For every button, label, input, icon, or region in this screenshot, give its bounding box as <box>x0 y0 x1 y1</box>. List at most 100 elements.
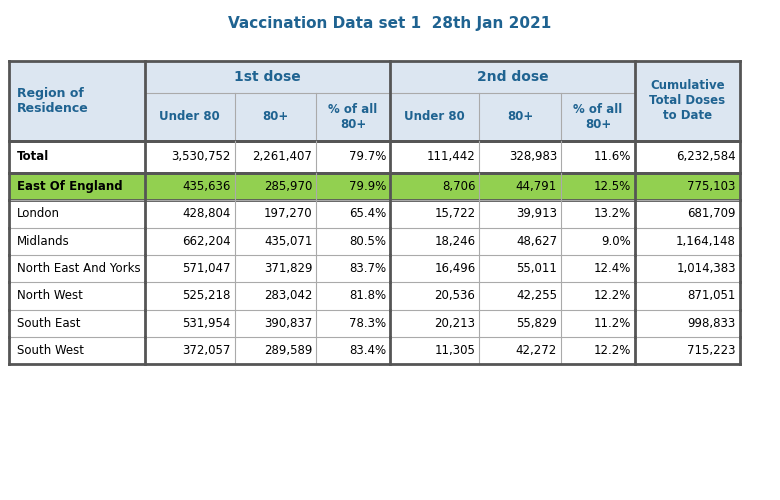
Bar <box>561 282 635 310</box>
Bar <box>390 228 480 255</box>
Text: Under 80: Under 80 <box>404 110 465 124</box>
Text: 1,014,383: 1,014,383 <box>676 262 736 275</box>
Text: 80+: 80+ <box>262 110 289 124</box>
Text: Midlands: Midlands <box>17 235 69 248</box>
Text: Region of
Residence: Region of Residence <box>17 87 89 115</box>
Text: 2nd dose: 2nd dose <box>477 70 548 84</box>
Text: 197,270: 197,270 <box>264 208 312 220</box>
Bar <box>635 255 739 282</box>
Bar <box>480 173 561 201</box>
Bar <box>145 173 235 201</box>
Text: 15,722: 15,722 <box>434 208 476 220</box>
Bar <box>235 140 316 173</box>
Bar <box>635 337 739 364</box>
Bar <box>480 337 561 364</box>
Text: 662,204: 662,204 <box>182 235 231 248</box>
Bar <box>635 200 739 228</box>
Bar <box>9 337 145 364</box>
Text: 42,272: 42,272 <box>516 344 557 357</box>
Bar <box>316 140 390 173</box>
Text: 1st dose: 1st dose <box>234 70 301 84</box>
Bar <box>9 282 145 310</box>
Bar <box>635 228 739 255</box>
Bar <box>145 228 235 255</box>
Bar <box>9 255 145 282</box>
Bar <box>390 173 480 201</box>
Bar <box>9 200 145 228</box>
Text: % of all
80+: % of all 80+ <box>573 103 622 131</box>
Text: 289,589: 289,589 <box>264 344 312 357</box>
Text: North West: North West <box>17 290 83 302</box>
Text: East Of England: East Of England <box>17 180 122 193</box>
Text: 9.0%: 9.0% <box>601 235 631 248</box>
Text: 435,636: 435,636 <box>183 180 231 193</box>
Text: 328,983: 328,983 <box>509 150 557 164</box>
Bar <box>145 255 235 282</box>
Bar <box>316 94 390 140</box>
Text: 79.9%: 79.9% <box>349 180 386 193</box>
Bar <box>9 173 145 201</box>
Bar <box>316 200 390 228</box>
Bar <box>390 140 480 173</box>
Text: 681,709: 681,709 <box>687 208 736 220</box>
Text: % of all
80+: % of all 80+ <box>328 103 378 131</box>
Bar <box>390 310 480 337</box>
Bar <box>235 94 316 140</box>
Bar <box>145 61 390 94</box>
Text: 525,218: 525,218 <box>183 290 231 302</box>
Bar <box>561 310 635 337</box>
Text: Under 80: Under 80 <box>159 110 220 124</box>
Text: 20,213: 20,213 <box>434 317 476 330</box>
Text: 78.3%: 78.3% <box>349 317 386 330</box>
Text: 12.2%: 12.2% <box>594 290 631 302</box>
Bar <box>390 337 480 364</box>
Text: 55,011: 55,011 <box>516 262 557 275</box>
Text: 20,536: 20,536 <box>434 290 476 302</box>
Bar <box>390 255 480 282</box>
Text: Cumulative
Total Doses
to Date: Cumulative Total Doses to Date <box>649 80 725 122</box>
Bar <box>390 61 635 94</box>
Text: 12.5%: 12.5% <box>594 180 631 193</box>
Bar <box>235 173 316 201</box>
Bar <box>235 200 316 228</box>
Bar <box>235 337 316 364</box>
Bar <box>145 94 235 140</box>
Bar <box>235 228 316 255</box>
Text: 79.7%: 79.7% <box>349 150 386 164</box>
Text: 80.5%: 80.5% <box>349 235 386 248</box>
Text: 531,954: 531,954 <box>183 317 231 330</box>
Text: 1,164,148: 1,164,148 <box>676 235 736 248</box>
Bar <box>635 173 739 201</box>
Bar <box>390 282 480 310</box>
Bar <box>480 140 561 173</box>
Text: 12.4%: 12.4% <box>594 262 631 275</box>
Text: 81.8%: 81.8% <box>349 290 386 302</box>
Text: 283,042: 283,042 <box>264 290 312 302</box>
Bar <box>316 255 390 282</box>
Text: 2,261,407: 2,261,407 <box>253 150 312 164</box>
Bar <box>480 200 561 228</box>
Text: 11.2%: 11.2% <box>594 317 631 330</box>
Text: 715,223: 715,223 <box>687 344 736 357</box>
Bar <box>480 94 561 140</box>
Bar <box>390 94 480 140</box>
Bar <box>145 200 235 228</box>
Text: 111,442: 111,442 <box>427 150 476 164</box>
Bar <box>145 310 235 337</box>
Bar <box>480 310 561 337</box>
Bar <box>480 255 561 282</box>
Bar <box>316 337 390 364</box>
Bar <box>635 282 739 310</box>
Bar <box>561 255 635 282</box>
Text: London: London <box>17 208 60 220</box>
Text: 55,829: 55,829 <box>516 317 557 330</box>
Bar <box>561 94 635 140</box>
Bar <box>480 282 561 310</box>
Text: 390,837: 390,837 <box>264 317 312 330</box>
Bar <box>561 228 635 255</box>
Text: 83.7%: 83.7% <box>349 262 386 275</box>
Text: 571,047: 571,047 <box>183 262 231 275</box>
Text: 12.2%: 12.2% <box>594 344 631 357</box>
Text: 13.2%: 13.2% <box>594 208 631 220</box>
Bar <box>561 200 635 228</box>
